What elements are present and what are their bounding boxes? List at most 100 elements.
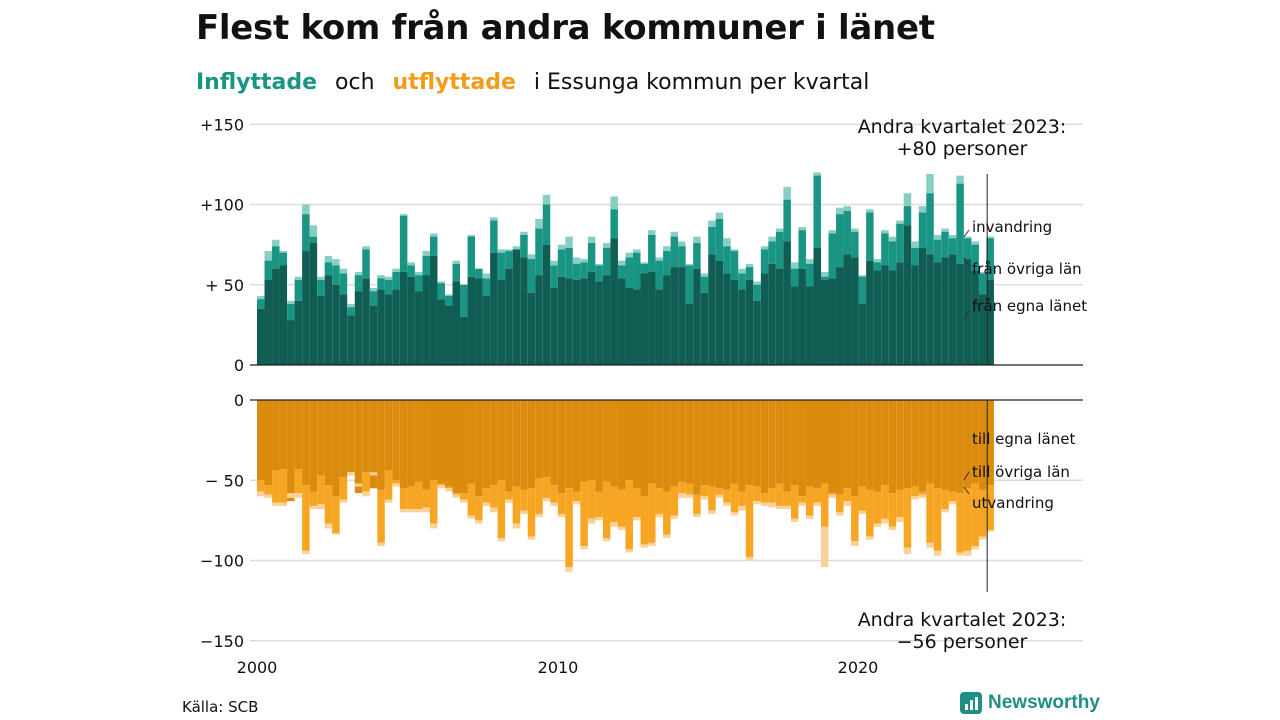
bar-outflow-own-county [332,400,340,497]
bar-outflow-other-counties [708,486,716,511]
bar-inflow-immigration [941,228,949,232]
bar-inflow-immigration [956,175,964,184]
bar-outflow-own-county [309,400,318,492]
bar-inflow-own-county [956,263,964,365]
bar-inflow-other-counties [422,255,430,276]
bar-outflow-own-county [475,400,483,497]
bar-inflow-immigration [482,273,491,279]
bar-outflow-own-county [956,400,964,494]
bar-inflow-other-counties [587,243,596,272]
bar-inflow-immigration [866,209,874,213]
bar-outflow-other-counties [595,491,603,518]
bar-outflow-emigration [467,515,476,519]
bar-outflow-other-counties [407,486,415,510]
bar-inflow-own-county [790,286,799,365]
bar-outflow-emigration [633,517,641,521]
bar-inflow-own-county [881,265,889,365]
bar-inflow-immigration [264,251,273,261]
bar-inflow-other-counties [753,284,761,301]
bar-inflow-other-counties [708,226,716,255]
bar-outflow-other-counties [805,486,814,516]
bar-outflow-other-counties [738,491,746,506]
x-tick-label: 2000 [237,658,278,677]
bar-outflow-emigration [926,542,934,548]
bar-inflow-own-county [805,286,814,365]
bar-inflow-other-counties [414,275,423,292]
bar-inflow-own-county [392,289,400,365]
bar-outflow-other-counties [362,472,370,492]
bar-outflow-other-counties [896,489,904,518]
bar-outflow-own-county [640,400,649,497]
bar-outflow-own-county [512,400,521,487]
bar-inflow-other-counties [452,263,461,282]
bar-inflow-immigration [851,228,859,232]
bar-outflow-emigration [595,517,603,521]
bar-inflow-own-county [625,287,633,365]
bar-outflow-emigration [745,557,754,561]
bar-inflow-own-county [497,279,506,365]
bar-outflow-own-county [678,400,686,482]
bar-outflow-other-counties [520,489,528,511]
bar-inflow-immigration [527,254,536,260]
bar-outflow-emigration [948,501,957,505]
bar-outflow-emigration [257,491,265,497]
bar-outflow-emigration [324,523,333,529]
bar-outflow-other-counties [873,491,882,524]
bar-inflow-own-county [918,247,927,365]
bar-inflow-immigration [881,230,889,234]
bar-inflow-other-counties [986,238,994,280]
bar-inflow-immigration [836,207,844,215]
bar-outflow-emigration [888,526,897,531]
bar-inflow-other-counties [805,263,814,287]
bar-inflow-other-counties [520,234,528,258]
bar-outflow-emigration [527,536,536,540]
bar-outflow-emigration [911,496,919,500]
bar-outflow-other-counties [730,483,739,513]
bar-outflow-own-county [730,400,739,484]
bar-outflow-other-counties [482,488,491,503]
source-note: Källa: SCB [182,698,259,716]
bar-inflow-own-county [648,271,656,365]
bar-outflow-own-county [429,400,438,481]
bar-outflow-own-county [805,400,814,487]
bar-outflow-other-counties [790,485,799,519]
bar-outflow-emigration [452,494,461,498]
bar-inflow-own-county [377,289,385,365]
bar-outflow-own-county [505,400,513,492]
bar-inflow-immigration [971,241,979,245]
bar-outflow-emigration [272,502,280,506]
bar-inflow-other-counties [324,262,333,276]
bar-outflow-other-counties [986,485,994,531]
bar-inflow-own-county [317,295,325,365]
bar-inflow-own-county [640,273,649,365]
bar-outflow-own-county [490,400,498,486]
bar-inflow-immigration [422,251,430,256]
bar-outflow-emigration [317,504,325,510]
annotation-top-line2: +80 personer [897,138,1028,160]
bar-outflow-emigration [790,518,799,522]
bar-inflow-own-county [836,267,844,365]
bar-inflow-immigration [407,262,415,266]
bar-inflow-immigration [497,249,506,253]
bar-inflow-other-counties [775,231,784,269]
bar-inflow-own-county [294,300,303,365]
bar-inflow-own-county [971,270,979,365]
bar-outflow-emigration [715,494,724,498]
bar-outflow-own-county [986,400,994,486]
bar-inflow-immigration [888,236,897,242]
bar-inflow-other-counties [888,241,897,271]
bar-outflow-own-county [407,400,415,487]
bar-outflow-emigration [730,512,739,516]
bar-outflow-own-county [550,400,558,486]
bar-outflow-emigration [557,513,566,518]
bar-inflow-immigration [384,276,393,280]
bar-inflow-own-county [445,305,453,365]
bar-inflow-own-county [723,273,731,365]
bar-outflow-own-county [460,400,468,494]
bar-outflow-emigration [753,501,761,505]
y-tick-label: 0 [234,356,244,375]
bar-outflow-own-county [377,400,385,490]
bar-inflow-immigration [542,194,551,205]
bar-outflow-emigration [918,494,927,498]
bar-outflow-own-county [775,400,784,484]
